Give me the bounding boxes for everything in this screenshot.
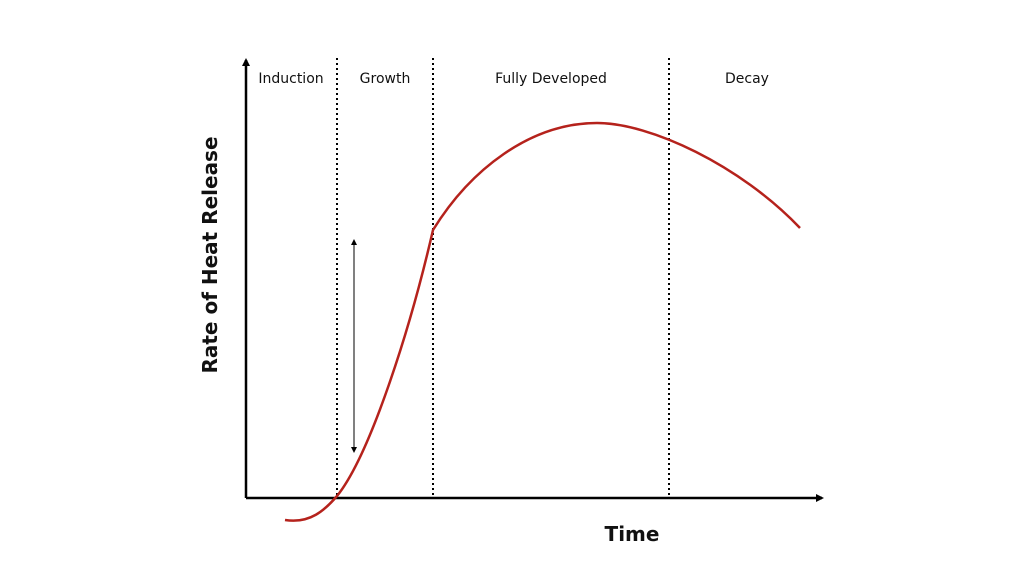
phase-label: Fully Developed [495,71,607,87]
phase-label: Growth [360,71,411,87]
y-axis-title: Rate of Heat Release [198,136,222,373]
phase-label: Decay [725,71,769,87]
heat-release-curve [284,121,801,522]
x-axis-title: Time [605,522,660,546]
phase-label: Induction [258,71,323,87]
